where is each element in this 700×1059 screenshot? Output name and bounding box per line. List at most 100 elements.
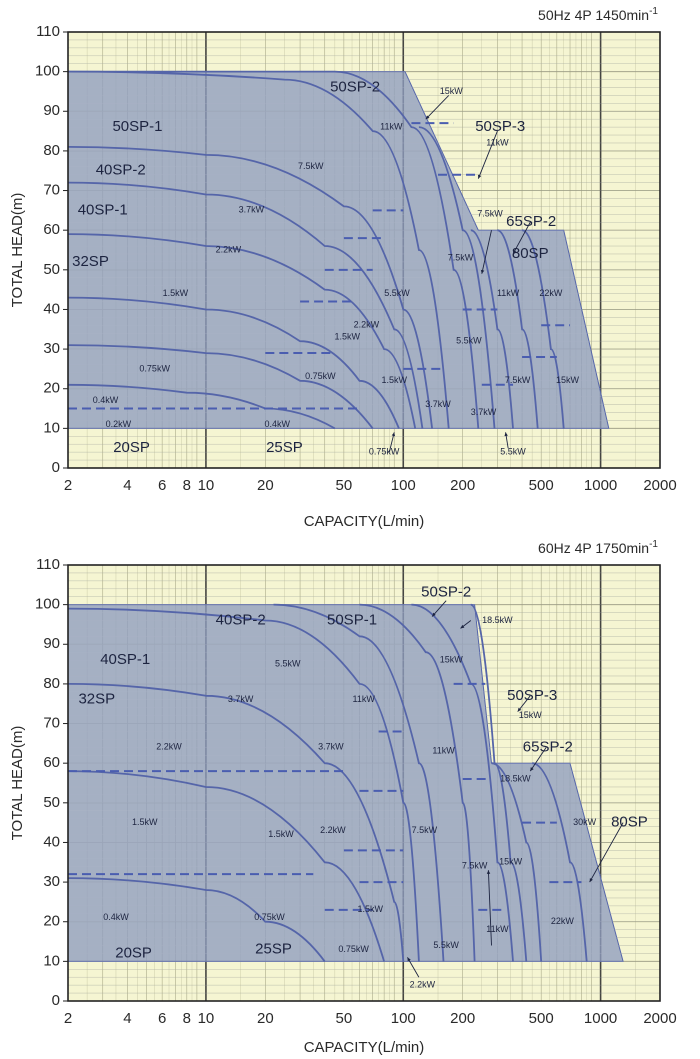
power-label: 18.5kW [482,615,513,625]
power-label: 0.2kW [106,419,132,429]
chart-title-superscript: -1 [649,6,658,17]
y-tick-label: 0 [52,459,60,476]
x-tick-label: 100 [391,477,416,494]
y-tick-label: 30 [43,873,60,890]
performance-curve [532,762,588,962]
model-label: 40SP-1 [78,201,128,218]
model-label: 32SP [78,691,115,708]
x-tick-label: 500 [529,1010,554,1027]
power-label: 5.5kW [456,336,482,346]
model-label: 40SP-1 [100,651,150,668]
x-tick-label: 2 [64,477,72,494]
y-tick-label: 70 [43,715,60,732]
power-label: 1.5kW [357,904,383,914]
leader-arrow [504,432,508,437]
model-label: 50SP-3 [507,687,557,704]
model-label: 50SP-3 [475,118,525,135]
power-label: 7.5kW [298,161,324,171]
x-tick-label: 20 [257,477,274,494]
y-tick-label: 30 [43,340,60,357]
performance-curve [67,607,420,962]
y-tick-label: 0 [52,992,60,1009]
model-label: 65SP-2 [506,213,556,230]
leader-arrow [391,432,396,437]
leader-arrow [480,269,485,274]
performance-curve [67,383,336,430]
performance-curve [67,770,385,962]
power-label: 1.5kW [132,817,158,827]
y-tick-label: 40 [43,833,60,850]
y-tick-label: 100 [35,596,60,613]
y-axis-label: TOTAL HEAD(m) [9,193,26,308]
leader-line [477,130,498,179]
performance-curve [470,229,514,429]
x-tick-label: 2 [64,1010,72,1027]
power-label: 2.2kW [410,980,436,990]
performance-curve [521,229,565,429]
power-label: 3.7kW [425,399,451,409]
model-label: 32SP [72,253,109,270]
y-tick-label: 60 [43,754,60,771]
power-label: 22kW [539,288,563,298]
chart-50hz: 50SP-2 50SP-1 50SP-3 40SP-2 40SP-1 65SP-2 32SP… [9,6,677,530]
leader-arrow [425,115,430,120]
performance-curve [67,296,400,429]
power-label: 5.5kW [275,658,301,668]
model-label: 65SP-2 [523,738,573,755]
leader-line [529,747,547,772]
performance-curve [497,229,539,429]
model-label: 20SP [115,944,152,961]
power-label: 3.7kW [228,694,254,704]
model-label: 80SP [611,814,648,831]
y-tick-label: 100 [35,63,60,80]
model-label: 50SP-1 [112,118,162,135]
model-label: 50SP-2 [330,78,380,95]
leader-line [512,222,531,255]
leader-arrow [589,878,593,883]
power-label: 7.5kW [412,825,438,835]
performance-curve [67,683,405,962]
x-axis-label: CAPACITY(L/min) [304,513,425,530]
leader-arrow [460,624,465,629]
power-label: 1.5kW [268,829,294,839]
y-tick-label: 20 [43,913,60,930]
x-tick-label: 8 [183,1010,191,1027]
power-label: 2.2kW [320,825,346,835]
power-label: 7.5kW [448,252,474,262]
chart-title: 50Hz 4P 1450min-1 [538,6,658,23]
power-label: 11kW [486,137,509,147]
power-label: 5.5kW [500,447,526,457]
x-tick-label: 100 [391,1010,416,1027]
x-tick-label: 2000 [643,1010,676,1027]
leader-line [481,230,492,274]
performance-curve [359,603,476,962]
x-tick-label: 1000 [584,1010,617,1027]
power-label: 0.4kW [93,395,119,405]
leader-arrow [432,612,436,617]
power-label: 7.5kW [505,375,531,385]
model-label: 50SP-1 [327,611,377,628]
y-tick-label: 10 [43,419,60,436]
power-label: 0.75kW [305,371,336,381]
x-tick-label: 10 [198,1010,215,1027]
performance-curve [491,762,543,962]
performance-curve [68,70,480,429]
x-tick-label: 4 [123,477,131,494]
model-label: 80SP [512,245,549,262]
leader-arrow [478,174,482,179]
model-label: 25SP [255,940,292,957]
leader-line [589,822,624,883]
chart-60hz: 50SP-2 40SP-2 50SP-1 18.5kW 40SP-1 15kW 5.5kW 5… [9,539,677,1056]
model-label: 20SP [113,439,150,456]
power-label: 0.75kW [369,447,400,457]
performance-curve [67,70,450,429]
power-label: 3.7kW [318,742,344,752]
x-tick-label: 6 [158,1010,166,1027]
y-tick-label: 60 [43,221,60,238]
y-tick-label: 20 [43,380,60,397]
power-label: 15kW [440,86,464,96]
leader-line [407,957,420,978]
x-tick-label: 1000 [584,477,617,494]
power-label: 11kW [380,122,403,132]
x-tick-label: 200 [450,477,475,494]
